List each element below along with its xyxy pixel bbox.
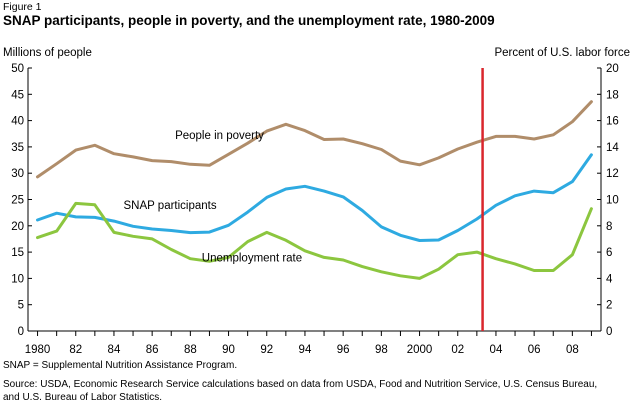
x-tick-label: 06 xyxy=(528,344,541,356)
x-tick-label: 02 xyxy=(451,344,464,356)
left-axis-label: Millions of people xyxy=(3,47,92,59)
right-tick-label: 16 xyxy=(606,116,619,128)
x-tick-label: 98 xyxy=(375,344,388,356)
x-tick-label: 08 xyxy=(566,344,579,356)
left-tick-label: 25 xyxy=(11,195,24,207)
right-tick-label: 0 xyxy=(606,326,612,338)
right-tick-label: 8 xyxy=(606,221,612,233)
right-tick-label: 14 xyxy=(606,142,619,154)
right-axis-label: Percent of U.S. labor force xyxy=(494,47,630,59)
source-line-1: Source: USDA, Economic Research Service … xyxy=(3,379,598,390)
left-tick-label: 10 xyxy=(11,273,24,285)
source-line-2: and U.S. Bureau of Labor Statistics. xyxy=(3,392,162,403)
series-line-people-in-poverty xyxy=(36,100,593,179)
left-tick-label: 45 xyxy=(11,89,24,101)
x-tick-label: 04 xyxy=(490,344,503,356)
right-tick-label: 6 xyxy=(606,247,612,259)
series-label: SNAP participants xyxy=(124,200,217,212)
x-tick-label: 90 xyxy=(222,344,235,356)
x-tick-label: 88 xyxy=(184,344,197,356)
series-label: Unemployment rate xyxy=(202,252,302,264)
x-tick-label: 86 xyxy=(146,344,159,356)
right-tick-label: 2 xyxy=(606,300,612,312)
right-tick-label: 20 xyxy=(606,63,619,75)
chart-series xyxy=(36,68,593,331)
left-tick-label: 5 xyxy=(18,300,24,312)
right-tick-label: 4 xyxy=(606,273,613,285)
right-tick-label: 10 xyxy=(606,195,619,207)
x-tick-label: 96 xyxy=(337,344,350,356)
x-tick-label: 82 xyxy=(69,344,82,356)
x-tick-label: 94 xyxy=(299,344,312,356)
chart-axes: 0510152025303540455002468101214161820198… xyxy=(11,63,619,356)
series-line-unemployment-rate xyxy=(36,201,593,280)
series-labels: People in poverty SNAP participants Unempl… xyxy=(124,130,303,264)
left-tick-label: 20 xyxy=(11,221,24,233)
figure-label: Figure 1 xyxy=(3,1,42,13)
x-tick-label: 84 xyxy=(108,344,121,356)
series-label: People in poverty xyxy=(175,130,264,142)
left-tick-label: 30 xyxy=(11,168,24,180)
left-tick-label: 35 xyxy=(11,142,24,154)
left-tick-label: 0 xyxy=(18,326,24,338)
x-tick-label: 2000 xyxy=(407,344,433,356)
footnote: SNAP = Supplemental Nutrition Assistance… xyxy=(3,360,238,371)
right-tick-label: 18 xyxy=(606,89,619,101)
left-tick-label: 40 xyxy=(11,116,24,128)
x-tick-label: 92 xyxy=(260,344,273,356)
left-tick-label: 50 xyxy=(11,63,24,75)
x-tick-label: 1980 xyxy=(25,344,51,356)
chart-title: SNAP participants, people in poverty, an… xyxy=(3,13,495,28)
left-tick-label: 15 xyxy=(11,247,24,259)
series-line-snap-participants xyxy=(36,153,593,242)
right-tick-label: 12 xyxy=(606,168,619,180)
